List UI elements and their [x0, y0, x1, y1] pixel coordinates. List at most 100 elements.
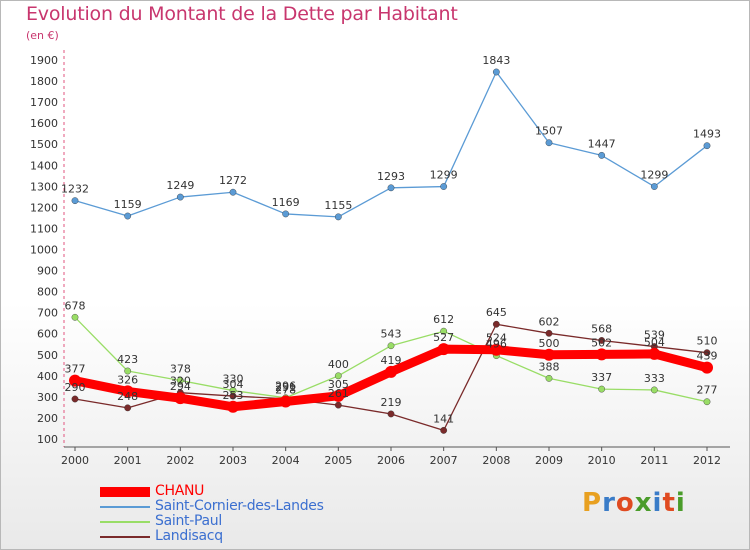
logo-letter: P — [582, 488, 603, 518]
logo-letter: r — [602, 488, 616, 518]
data-label: 290 — [65, 381, 86, 394]
data-label: 388 — [539, 360, 560, 373]
x-tick-label: 2005 — [324, 454, 352, 467]
y-tick-label: 1200 — [30, 201, 58, 214]
data-labels: 1232 1159 1249 1272 1169 1155 1293 1299 1843 1507… — [61, 54, 721, 425]
legend-swatch — [100, 536, 150, 538]
logo-letter: i — [675, 488, 686, 518]
data-point — [650, 183, 658, 190]
data-point — [121, 385, 134, 398]
data-point — [71, 313, 79, 321]
data-point — [650, 386, 658, 394]
x-tick-label: 2003 — [219, 454, 247, 467]
data-label: 330 — [223, 373, 244, 386]
data-point — [437, 343, 450, 356]
data-label: 423 — [117, 353, 138, 366]
data-label: 500 — [539, 337, 560, 350]
data-label: 219 — [381, 396, 402, 409]
data-label: 1155 — [324, 199, 352, 212]
data-label: 248 — [117, 390, 138, 403]
y-tick-label: 700 — [37, 307, 58, 320]
data-label: 612 — [433, 313, 454, 326]
data-point — [124, 212, 132, 220]
series-layer — [69, 68, 713, 434]
data-label: 378 — [170, 362, 191, 375]
y-tick-label: 1700 — [30, 96, 58, 109]
y-tick-label: 500 — [37, 349, 58, 362]
data-label: 1232 — [61, 183, 89, 196]
data-point — [492, 68, 500, 76]
data-point — [282, 210, 290, 218]
y-tick-label: 300 — [37, 391, 58, 404]
data-point — [387, 342, 395, 350]
logo-letter: t — [662, 488, 676, 518]
data-point — [229, 392, 237, 400]
y-tick-label: 800 — [37, 286, 58, 299]
data-label: 320 — [170, 375, 191, 388]
proxiti-logo: Proxiti — [582, 488, 686, 518]
data-label: 377 — [65, 363, 86, 376]
data-label: 678 — [65, 299, 86, 312]
chart-title: Evolution du Montant de la Dette par Hab… — [26, 3, 458, 25]
legend-swatch — [100, 521, 150, 523]
data-point — [701, 361, 713, 374]
axes: 1002003004005006007008009001000110012001… — [30, 50, 730, 467]
y-tick-label: 1900 — [30, 54, 58, 67]
chart-subtitle: (en €) — [26, 29, 59, 42]
legend-label: Landisacq — [155, 528, 223, 544]
legend-swatch — [100, 487, 150, 497]
data-label: 539 — [644, 329, 665, 342]
x-tick-label: 2007 — [430, 454, 458, 467]
y-tick-label: 1400 — [30, 159, 58, 172]
data-label: 502 — [591, 336, 612, 349]
data-point — [598, 151, 606, 159]
data-point — [703, 398, 711, 406]
data-label: 419 — [381, 354, 402, 367]
legend-label: CHANU — [155, 483, 205, 499]
data-point — [648, 347, 661, 360]
data-label: 261 — [328, 387, 349, 400]
data-label: 294 — [170, 380, 191, 393]
y-tick-label: 1000 — [30, 244, 58, 257]
data-label: 304 — [223, 378, 244, 391]
data-point — [229, 188, 237, 196]
x-tick-label: 2011 — [640, 454, 668, 467]
y-tick-label: 200 — [37, 412, 58, 425]
y-tick-label: 100 — [37, 433, 58, 446]
data-point — [545, 329, 553, 337]
data-point — [545, 374, 553, 382]
data-label: 439 — [697, 350, 718, 363]
data-label: 527 — [433, 331, 454, 344]
data-label: 1299 — [430, 169, 458, 182]
data-label: 1159 — [114, 198, 142, 211]
logo-letter: x — [634, 488, 653, 518]
data-point — [595, 348, 608, 361]
data-point — [124, 404, 132, 412]
data-point — [71, 197, 79, 205]
legend-item-chanu: CHANU — [100, 483, 400, 499]
x-tick-label: 2000 — [61, 454, 89, 467]
data-point — [71, 395, 79, 403]
data-label: 510 — [697, 335, 718, 348]
x-tick-label: 2009 — [535, 454, 563, 467]
data-point — [176, 193, 184, 201]
data-label: 568 — [591, 322, 612, 335]
data-point — [334, 401, 342, 409]
data-label: 1299 — [640, 169, 668, 182]
data-label: 602 — [539, 315, 560, 328]
data-label: 305 — [328, 378, 349, 391]
legend-item-saint-cornier: Saint-Cornier-des-Landes — [100, 498, 400, 514]
x-tick-label: 2001 — [114, 454, 142, 467]
data-point — [387, 184, 395, 192]
data-label: 141 — [433, 412, 454, 425]
data-label: 333 — [644, 372, 665, 385]
x-tick-label: 2012 — [693, 454, 721, 467]
x-tick-label: 2008 — [482, 454, 510, 467]
data-point — [387, 410, 395, 418]
data-point — [334, 213, 342, 221]
data-point — [545, 139, 553, 147]
data-point — [440, 327, 448, 335]
y-tick-label: 400 — [37, 370, 58, 383]
data-point — [492, 320, 500, 328]
data-label: 400 — [328, 358, 349, 371]
